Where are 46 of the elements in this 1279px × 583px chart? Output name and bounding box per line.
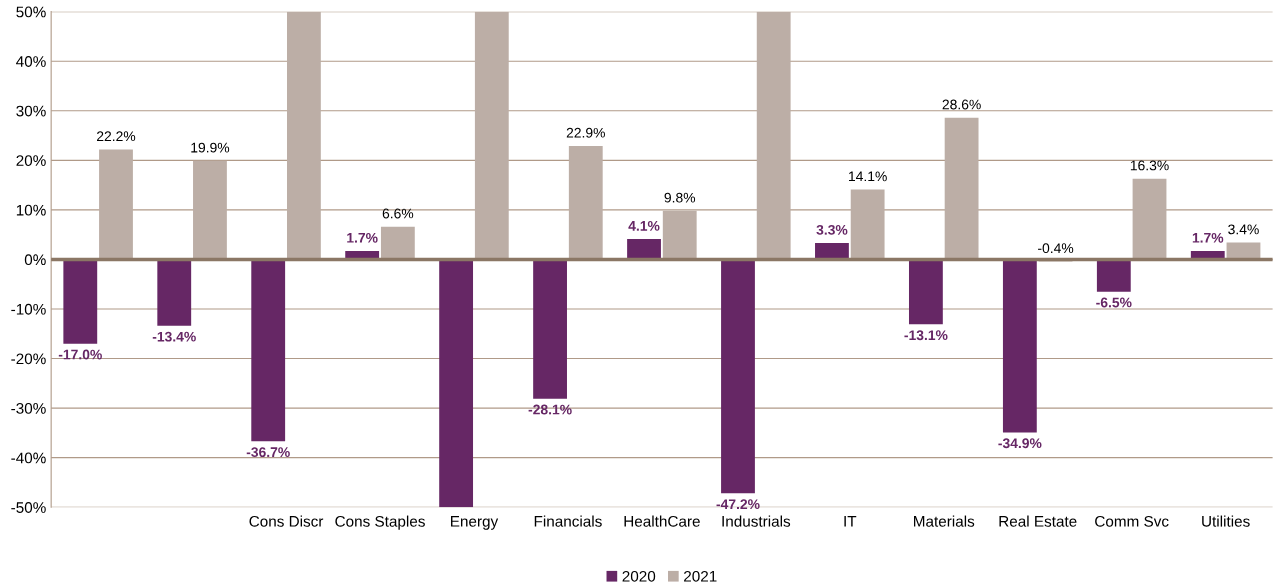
x-tick-label: IT [844, 516, 857, 527]
data-label: -47.2% [716, 499, 760, 510]
y-tick-label: 40% [16, 56, 46, 67]
data-label: 4.1% [628, 221, 660, 231]
x-tick-label: Financials [534, 515, 602, 527]
data-label: 28.6% [942, 99, 981, 110]
y-tick-label: 20% [16, 155, 46, 167]
data-label: 9.8% [664, 192, 696, 203]
x-tick-label: Comm Svc [1095, 515, 1169, 527]
data-label: -17.0% [58, 349, 102, 360]
x-tick-label: Cons Discr [249, 515, 324, 527]
y-tick-label: 10% [16, 204, 46, 216]
legend-label: 2021 [684, 570, 717, 582]
legend-label: 2020 [622, 570, 656, 582]
data-label: 22.9% [566, 127, 605, 138]
x-tick-label: Cons Staples [335, 515, 425, 530]
data-label: -13.1% [904, 330, 948, 341]
y-tick-label: -10% [11, 303, 46, 315]
data-label: 6.6% [382, 208, 414, 219]
y-tick-label: -20% [11, 353, 46, 365]
x-tick-label: Industrials [722, 515, 791, 527]
y-tick-label: 50% [16, 6, 46, 18]
x-tick-label: Materials [914, 515, 975, 527]
x-tick-label: HealthCare [624, 515, 700, 527]
data-label: 3.4% [1228, 224, 1259, 235]
data-label: -28.1% [528, 404, 572, 415]
data-label: 14.1% [849, 171, 887, 182]
x-tick-label: Real Estate [999, 515, 1077, 527]
data-label: -36.7% [246, 447, 290, 458]
y-tick-label: -30% [11, 402, 46, 414]
data-label: 16.3% [1130, 160, 1169, 171]
data-label: 22.2% [97, 131, 136, 142]
data-label: -6.5% [1096, 297, 1132, 308]
data-label: 1.7% [347, 232, 378, 243]
data-label: 1.7% [1192, 232, 1224, 243]
y-tick-label: 30% [16, 105, 46, 117]
y-tick-label: 0% [24, 254, 46, 266]
data-label: 19.9% [191, 142, 230, 153]
data-label: 3.3% [816, 224, 848, 235]
y-tick-label: -40% [11, 452, 46, 464]
data-label: -34.9% [998, 438, 1042, 449]
x-tick-label: Energy [451, 516, 499, 530]
x-tick-label: Utilities [1202, 515, 1250, 527]
y-tick-label: -50% [11, 502, 46, 513]
data-label: -13.4% [152, 331, 196, 342]
data-label: -0.4% [1038, 243, 1074, 254]
